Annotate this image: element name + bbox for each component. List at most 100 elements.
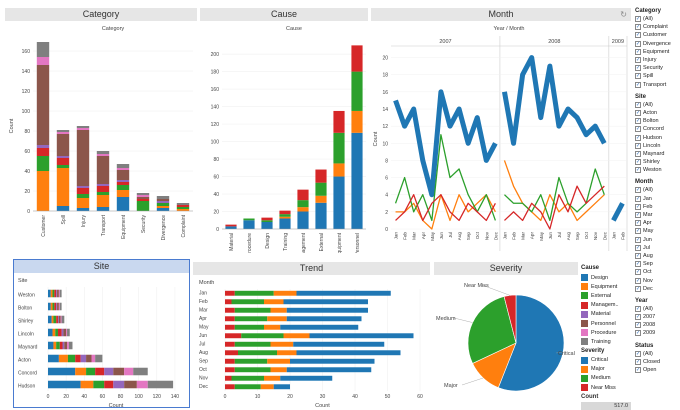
site-bar-segment[interactable]: [86, 367, 96, 376]
severity-legend-item[interactable]: Near Miss: [581, 383, 631, 392]
trend-bar-segment[interactable]: [273, 290, 297, 296]
filter-item[interactable]: ✓ Complaint: [635, 23, 680, 31]
category-bar-segment[interactable]: [36, 156, 50, 171]
category-bar-segment[interactable]: [156, 203, 170, 206]
category-bar-segment[interactable]: [56, 156, 70, 158]
site-bar-segment[interactable]: [57, 289, 59, 298]
category-bar-segment[interactable]: [96, 207, 110, 211]
site-bar-segment[interactable]: [48, 328, 53, 337]
filter-checkbox-icon[interactable]: ✓: [635, 48, 641, 55]
site-bar-segment[interactable]: [61, 315, 65, 324]
filter-checkbox-icon[interactable]: ✓: [635, 203, 641, 210]
month-series-line[interactable]: [504, 185, 605, 230]
filter-checkbox-icon[interactable]: ✓: [635, 81, 641, 88]
filter-item[interactable]: ✓ Lincoln: [635, 142, 680, 150]
category-bar-segment[interactable]: [116, 180, 130, 182]
filter-checkbox-icon[interactable]: ✓: [635, 118, 641, 125]
filter-item[interactable]: ✓ (All): [635, 15, 680, 23]
site-bar-segment[interactable]: [51, 315, 54, 324]
month-chart[interactable]: Year / Month Count 2007 2008 2009 0 2 4 6 8 10 12 14…: [371, 21, 631, 261]
site-bar-segment[interactable]: [52, 289, 55, 298]
cause-bar-segment[interactable]: [315, 182, 327, 196]
trend-bar-segment[interactable]: [241, 333, 284, 339]
category-bar-segment[interactable]: [176, 205, 190, 207]
site-bar-segment[interactable]: [62, 341, 65, 350]
filter-item[interactable]: ✓ 2009: [635, 329, 680, 337]
cause-bar-segment[interactable]: [261, 217, 273, 221]
trend-bar-segment[interactable]: [234, 307, 271, 313]
category-bar-segment[interactable]: [136, 199, 150, 201]
severity-legend-item[interactable]: Major: [581, 365, 631, 374]
category-bar-segment[interactable]: [116, 182, 130, 185]
cause-legend-item[interactable]: Personnel: [581, 319, 631, 328]
filter-checkbox-icon[interactable]: ✓: [635, 40, 641, 47]
site-bar-segment[interactable]: [48, 341, 54, 350]
trend-bar-segment[interactable]: [225, 367, 235, 373]
trend-bar-segment[interactable]: [280, 375, 333, 381]
filter-item[interactable]: ✓ (All): [635, 305, 680, 313]
filter-item[interactable]: ✓ Injury: [635, 56, 680, 64]
filter-checkbox-icon[interactable]: ✓: [635, 277, 641, 284]
filter-item[interactable]: ✓ Hudson: [635, 133, 680, 141]
trend-bar-segment[interactable]: [267, 316, 287, 322]
severity-chart[interactable]: Critical Major Medium Near Miss: [434, 275, 578, 407]
cause-legend-item[interactable]: Material: [581, 310, 631, 319]
category-bar-segment[interactable]: [76, 198, 90, 208]
site-bar-segment[interactable]: [50, 289, 53, 298]
trend-bar-segment[interactable]: [283, 299, 369, 305]
trend-bar-segment[interactable]: [267, 358, 290, 364]
trend-bar-segment[interactable]: [225, 316, 235, 322]
category-bar-segment[interactable]: [156, 199, 170, 201]
site-bar-segment[interactable]: [57, 328, 62, 337]
site-bar-segment[interactable]: [59, 289, 62, 298]
trend-bar-segment[interactable]: [225, 307, 235, 313]
category-bar-segment[interactable]: [156, 206, 170, 208]
filter-item[interactable]: ✓ (All): [635, 101, 680, 109]
filter-checkbox-icon[interactable]: ✓: [635, 73, 641, 80]
site-bar-segment[interactable]: [75, 367, 87, 376]
trend-bar-segment[interactable]: [231, 299, 265, 305]
filter-item[interactable]: ✓ Spill: [635, 72, 680, 80]
severity-pie-slice[interactable]: [467, 296, 517, 364]
cause-bar-segment[interactable]: [279, 218, 291, 229]
cause-bar-segment[interactable]: [297, 200, 309, 208]
category-bar-segment[interactable]: [156, 208, 170, 211]
site-bar-segment[interactable]: [56, 302, 58, 311]
filter-item[interactable]: ✓ (All): [635, 186, 680, 194]
site-chart[interactable]: Site 0 20 40 60 80 100 120 140 Weston Bolton Shirle…: [14, 273, 189, 409]
trend-bar-segment[interactable]: [225, 299, 232, 305]
month-series-line[interactable]: [503, 160, 605, 222]
trend-bar-segment[interactable]: [238, 350, 277, 356]
site-bar-segment[interactable]: [86, 354, 92, 363]
trend-bar-segment[interactable]: [270, 367, 287, 373]
site-bar-segment[interactable]: [54, 302, 57, 311]
trend-bar-segment[interactable]: [290, 358, 375, 364]
filter-checkbox-icon[interactable]: ✓: [635, 57, 641, 64]
cause-bar-segment[interactable]: [225, 224, 237, 227]
trend-bar-segment[interactable]: [234, 384, 261, 390]
filter-item[interactable]: ✓ 2007: [635, 313, 680, 321]
filter-checkbox-icon[interactable]: ✓: [635, 195, 641, 202]
site-bar-segment[interactable]: [67, 354, 76, 363]
filter-item[interactable]: ✓ May: [635, 227, 680, 235]
filter-checkbox-icon[interactable]: ✓: [635, 126, 641, 133]
trend-bar-segment[interactable]: [234, 358, 268, 364]
category-bar-segment[interactable]: [56, 165, 70, 168]
filter-checkbox-icon[interactable]: ✓: [635, 134, 641, 141]
trend-bar-segment[interactable]: [225, 341, 235, 347]
category-bar-segment[interactable]: [76, 194, 90, 198]
site-bar-segment[interactable]: [48, 354, 59, 363]
trend-chart[interactable]: Month 0 10 20 30 40 50 60 Jan Feb Mar Apr May Jun Jul A…: [193, 275, 430, 409]
cause-legend-item[interactable]: External: [581, 291, 631, 300]
trend-bar-segment[interactable]: [270, 341, 294, 347]
category-bar-segment[interactable]: [156, 196, 170, 199]
filter-checkbox-icon[interactable]: ✓: [635, 330, 641, 337]
filter-checkbox-icon[interactable]: ✓: [635, 228, 641, 235]
cause-bar-segment[interactable]: [225, 226, 237, 229]
category-bar-segment[interactable]: [136, 195, 150, 197]
cause-bar-segment[interactable]: [333, 176, 345, 229]
trend-bar-segment[interactable]: [225, 324, 235, 330]
cause-bar-segment[interactable]: [333, 163, 345, 177]
trend-bar-segment[interactable]: [234, 341, 271, 347]
trend-bar-segment[interactable]: [270, 307, 287, 313]
